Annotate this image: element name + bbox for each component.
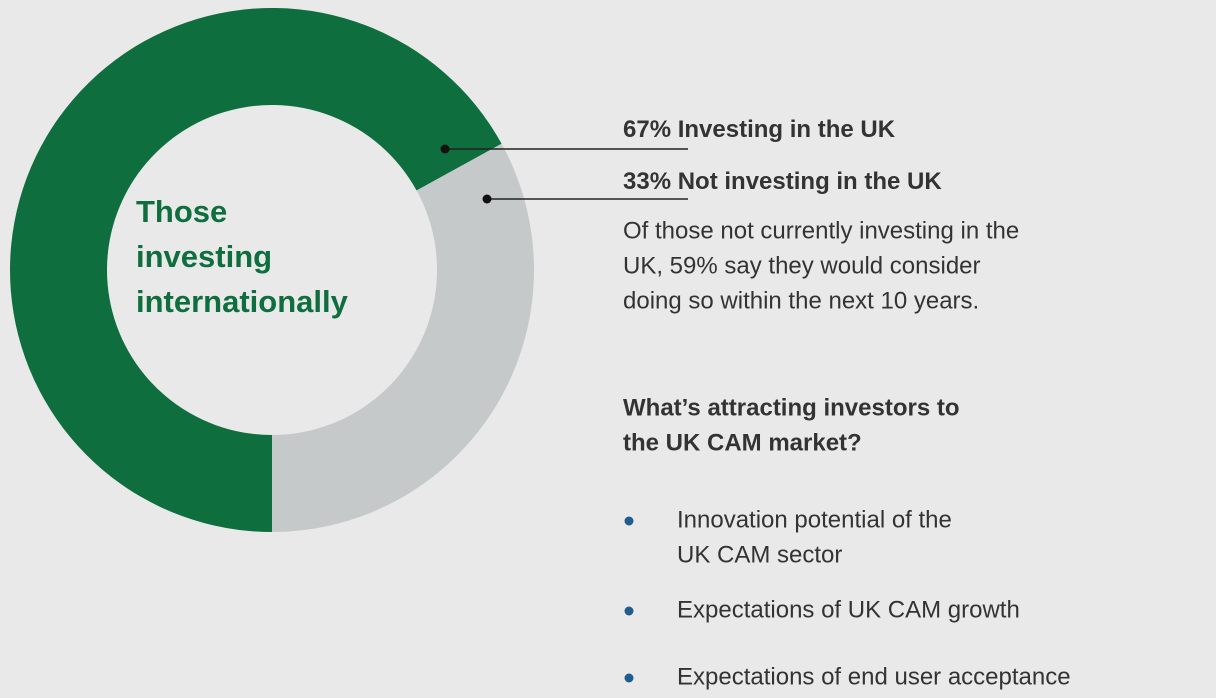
label-space xyxy=(671,168,678,195)
bullet-dot xyxy=(624,673,634,683)
slice-category-label: Not investing in the UK xyxy=(678,168,943,195)
bullet-dot xyxy=(624,606,634,616)
slice-value-label: 33% xyxy=(623,168,671,195)
sidebar-heading: the UK CAM market? xyxy=(623,429,862,456)
bullet-text: Expectations of end user acceptance xyxy=(677,663,1071,690)
center-label: Those xyxy=(136,194,227,229)
leader-dot xyxy=(440,144,450,154)
donut-slice xyxy=(272,143,534,533)
bullet-text: Expectations of UK CAM growth xyxy=(677,596,1020,623)
bullet-text: UK CAM sector xyxy=(677,541,842,568)
bullet-text: Innovation potential of the xyxy=(677,506,952,533)
leader-dot xyxy=(482,194,492,204)
note-text: doing so within the next 10 years. xyxy=(623,287,979,314)
label-space xyxy=(671,116,678,143)
note-text: UK, 59% say they would consider xyxy=(623,252,981,279)
slice-category-label: Investing in the UK xyxy=(678,116,896,143)
note-text: Of those not currently investing in the xyxy=(623,217,1019,244)
slice-label: 33% Not investing in the UK xyxy=(623,168,942,195)
slice-label: 67% Investing in the UK xyxy=(623,116,896,143)
bullet-dot xyxy=(624,516,634,526)
center-label: investing xyxy=(136,239,272,274)
sidebar-heading: What’s attracting investors to xyxy=(623,394,960,421)
center-label: internationally xyxy=(136,284,349,319)
slice-value-label: 67% xyxy=(623,116,671,143)
donut-slice xyxy=(9,7,502,532)
